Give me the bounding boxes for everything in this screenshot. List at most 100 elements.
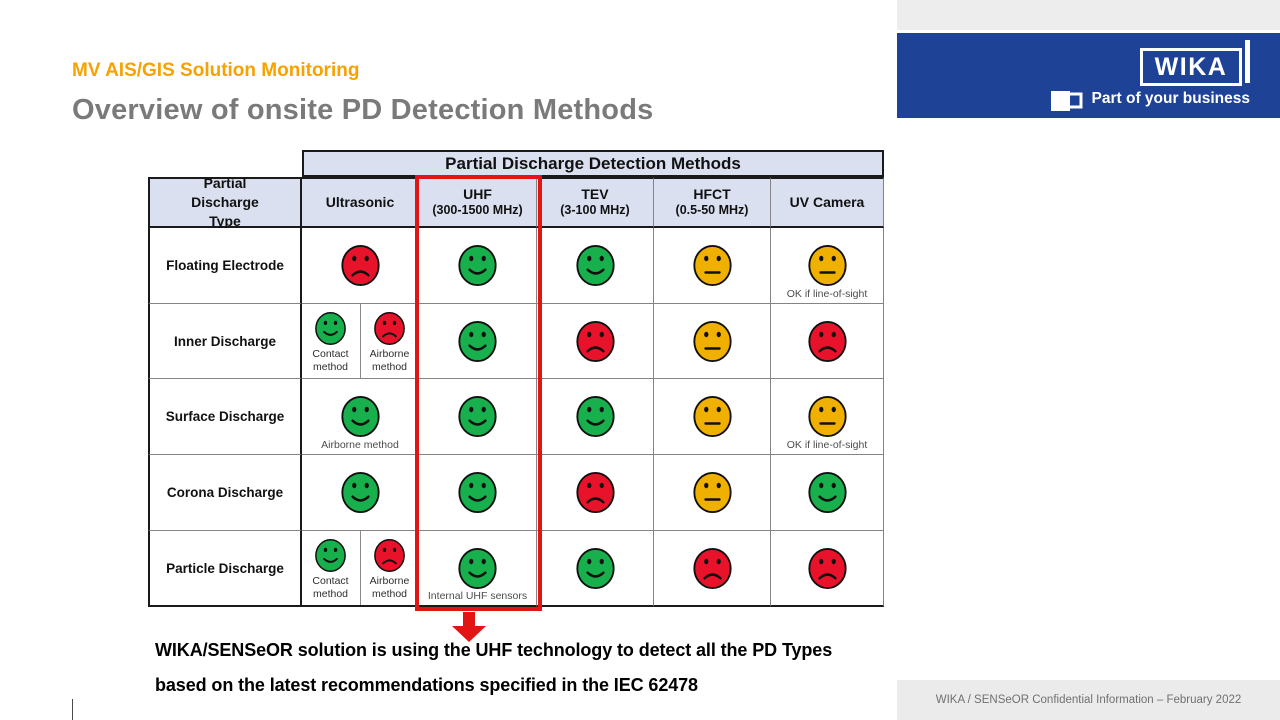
caption-text: WIKA/SENSeOR solution is using the UHF t… bbox=[155, 633, 895, 703]
cell-note: OK if line-of-sight bbox=[786, 288, 868, 301]
wika-logo-text: WIKA bbox=[1154, 52, 1228, 81]
page-title: Overview of onsite PD Detection Methods bbox=[72, 94, 654, 126]
red-sad-face-icon bbox=[807, 547, 847, 589]
top-gray-strip bbox=[897, 0, 1280, 30]
green-happy-face-icon bbox=[575, 396, 615, 437]
green-happy-face-icon bbox=[575, 547, 615, 589]
table-cell: Contact method Airborne method bbox=[302, 304, 419, 379]
column-sublabel: (300-1500 MHz) bbox=[432, 203, 523, 218]
yellow-neutral-face-icon bbox=[807, 245, 847, 286]
table-cell: OK if line-of-sight bbox=[771, 379, 884, 455]
red-sad-face-icon bbox=[575, 320, 615, 362]
column-header-ultrasonic: Ultrasonic bbox=[302, 177, 419, 228]
wika-window-icon bbox=[1050, 91, 1083, 111]
yellow-neutral-face-icon bbox=[692, 472, 732, 513]
row-label: Inner Discharge bbox=[148, 304, 302, 379]
sub-method-label: Contact method bbox=[312, 574, 349, 600]
table-cell bbox=[419, 455, 537, 531]
green-happy-face-icon bbox=[458, 472, 497, 513]
yellow-neutral-face-icon bbox=[692, 320, 732, 362]
table-cell bbox=[654, 455, 771, 531]
cell-note: OK if line-of-sight bbox=[786, 439, 868, 452]
column-sublabel: (0.5-50 MHz) bbox=[675, 203, 749, 218]
slide-eyebrow: MV AIS/GIS Solution Monitoring bbox=[72, 60, 360, 81]
yellow-neutral-face-icon bbox=[692, 396, 732, 437]
table-cell bbox=[537, 455, 654, 531]
column-header-tev: TEV (3-100 MHz) bbox=[537, 177, 654, 228]
table-cell bbox=[419, 379, 537, 455]
row-label: Surface Discharge bbox=[148, 379, 302, 455]
column-header-uv-camera: UV Camera bbox=[771, 177, 884, 228]
table-cell bbox=[537, 379, 654, 455]
green-happy-face-icon bbox=[315, 311, 346, 345]
sub-method: Airborne method bbox=[359, 304, 419, 378]
column-header-type: Partial Discharge Type bbox=[148, 175, 302, 229]
brand-tagline: Part of your business bbox=[1091, 90, 1250, 107]
caption-line1: WIKA/SENSeOR solution is using the UHF t… bbox=[155, 640, 833, 660]
red-sad-face-icon bbox=[374, 311, 405, 345]
green-happy-face-icon bbox=[575, 245, 615, 286]
sub-method-label: Contact method bbox=[312, 347, 349, 373]
sub-method: Contact method bbox=[302, 304, 360, 378]
table-corner bbox=[148, 150, 302, 177]
column-sublabel: (3-100 MHz) bbox=[560, 203, 630, 218]
red-sad-face-icon bbox=[807, 320, 847, 362]
left-tick-line bbox=[72, 699, 73, 720]
table-cell bbox=[654, 531, 771, 607]
green-happy-face-icon bbox=[340, 396, 380, 437]
red-sad-face-icon bbox=[575, 472, 615, 513]
table-cell: Contact method Airborne method bbox=[302, 531, 419, 607]
table-cell bbox=[654, 379, 771, 455]
yellow-neutral-face-icon bbox=[692, 245, 732, 286]
table-cell bbox=[654, 228, 771, 304]
sub-method-label: Airborne method bbox=[369, 347, 410, 373]
green-happy-face-icon bbox=[458, 320, 497, 362]
table-cell: Airborne method bbox=[302, 379, 419, 455]
row-label: Particle Discharge bbox=[148, 531, 302, 607]
green-happy-face-icon bbox=[458, 547, 497, 589]
table-cell bbox=[771, 531, 884, 607]
sub-method: Airborne method bbox=[359, 531, 419, 605]
footer-text: WIKA / SENSeOR Confidential Information … bbox=[935, 694, 1242, 706]
column-header-hfct: HFCT (0.5-50 MHz) bbox=[654, 177, 771, 228]
cell-note: Airborne method bbox=[321, 439, 399, 452]
footer-strip: WIKA / SENSeOR Confidential Information … bbox=[897, 680, 1280, 720]
table-banner: Partial Discharge Detection Methods bbox=[302, 150, 884, 177]
table-cell bbox=[419, 304, 537, 379]
green-happy-face-icon bbox=[458, 245, 497, 286]
table-cell bbox=[302, 228, 419, 304]
cell-note: Internal UHF sensors bbox=[427, 590, 528, 603]
red-sad-face-icon bbox=[340, 245, 380, 286]
wika-logo: WIKA bbox=[1140, 48, 1242, 86]
down-arrow-icon bbox=[452, 612, 486, 642]
yellow-neutral-face-icon bbox=[807, 396, 847, 437]
table-cell: OK if line-of-sight bbox=[771, 228, 884, 304]
column-label: TEV bbox=[581, 185, 609, 202]
wika-logo-bar bbox=[1245, 40, 1250, 83]
row-label: Corona Discharge bbox=[148, 455, 302, 531]
column-label: HFCT bbox=[693, 185, 731, 202]
red-sad-face-icon bbox=[692, 547, 732, 589]
table-cell bbox=[771, 304, 884, 379]
table-cell bbox=[537, 531, 654, 607]
caption-line2: based on the latest recommendations spec… bbox=[155, 675, 698, 695]
brand-tagline-row: Part of your business bbox=[1050, 87, 1250, 111]
red-sad-face-icon bbox=[374, 538, 405, 572]
green-happy-face-icon bbox=[807, 472, 847, 513]
table-cell: Internal UHF sensors bbox=[419, 531, 537, 607]
green-happy-face-icon bbox=[340, 472, 380, 513]
table-cell bbox=[302, 455, 419, 531]
pd-detection-table: Partial Discharge Detection Methods Parti… bbox=[148, 150, 884, 607]
table-cell bbox=[537, 304, 654, 379]
sub-method-label: Airborne method bbox=[369, 574, 410, 600]
table-cell bbox=[537, 228, 654, 304]
table-cell bbox=[771, 455, 884, 531]
green-happy-face-icon bbox=[315, 538, 346, 572]
column-label: UV Camera bbox=[789, 193, 865, 210]
column-label: Ultrasonic bbox=[325, 193, 395, 210]
brand-banner: WIKA Part of your business bbox=[897, 33, 1280, 118]
column-header-uhf: UHF (300-1500 MHz) bbox=[419, 177, 537, 228]
column-label: UHF bbox=[463, 185, 492, 202]
table-cell bbox=[654, 304, 771, 379]
